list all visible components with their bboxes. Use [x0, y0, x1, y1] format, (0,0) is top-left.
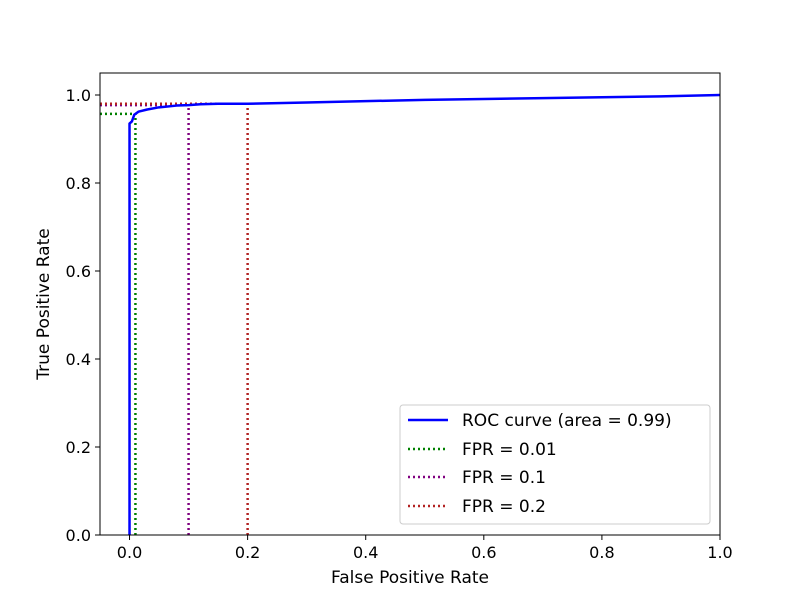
- x-tick-label: 0.4: [353, 543, 378, 562]
- x-axis-label: False Positive Rate: [331, 568, 489, 588]
- y-tick-label: 0.6: [66, 262, 91, 281]
- x-tick-label: 1.0: [707, 543, 732, 562]
- y-tick-label: 0.8: [66, 174, 91, 193]
- plot-marks: [100, 93, 721, 535]
- y-tick-label: 0.2: [66, 438, 91, 457]
- x-tick-label: 0.6: [471, 543, 496, 562]
- y-axis: 0.0 0.2 0.4 0.6 0.8 1.0: [66, 86, 100, 545]
- x-tick-label: 0.0: [117, 543, 142, 562]
- plot-frame: [99, 72, 721, 536]
- y-axis-label: True Positive Rate: [34, 228, 54, 380]
- legend-label-roc: ROC curve (area = 0.99): [462, 411, 672, 431]
- y-tick-label: 0.0: [66, 526, 91, 545]
- legend-label-fpr-02: FPR = 0.2: [462, 497, 546, 517]
- legend-label-fpr-001: FPR = 0.01: [462, 440, 557, 460]
- legend-label-fpr-01: FPR = 0.1: [462, 468, 546, 488]
- x-axis: 0.0 0.2 0.4 0.6 0.8 1.0: [117, 535, 733, 562]
- x-tick-label: 0.2: [235, 543, 260, 562]
- legend-frame: [399, 404, 711, 525]
- x-tick-label: 0.8: [589, 543, 614, 562]
- y-tick-label: 1.0: [66, 86, 91, 105]
- legend: ROC curve (area = 0.99) FPR = 0.01 FPR =…: [399, 404, 711, 525]
- y-tick-label: 0.4: [66, 350, 91, 369]
- roc-curve-line: [128, 93, 721, 535]
